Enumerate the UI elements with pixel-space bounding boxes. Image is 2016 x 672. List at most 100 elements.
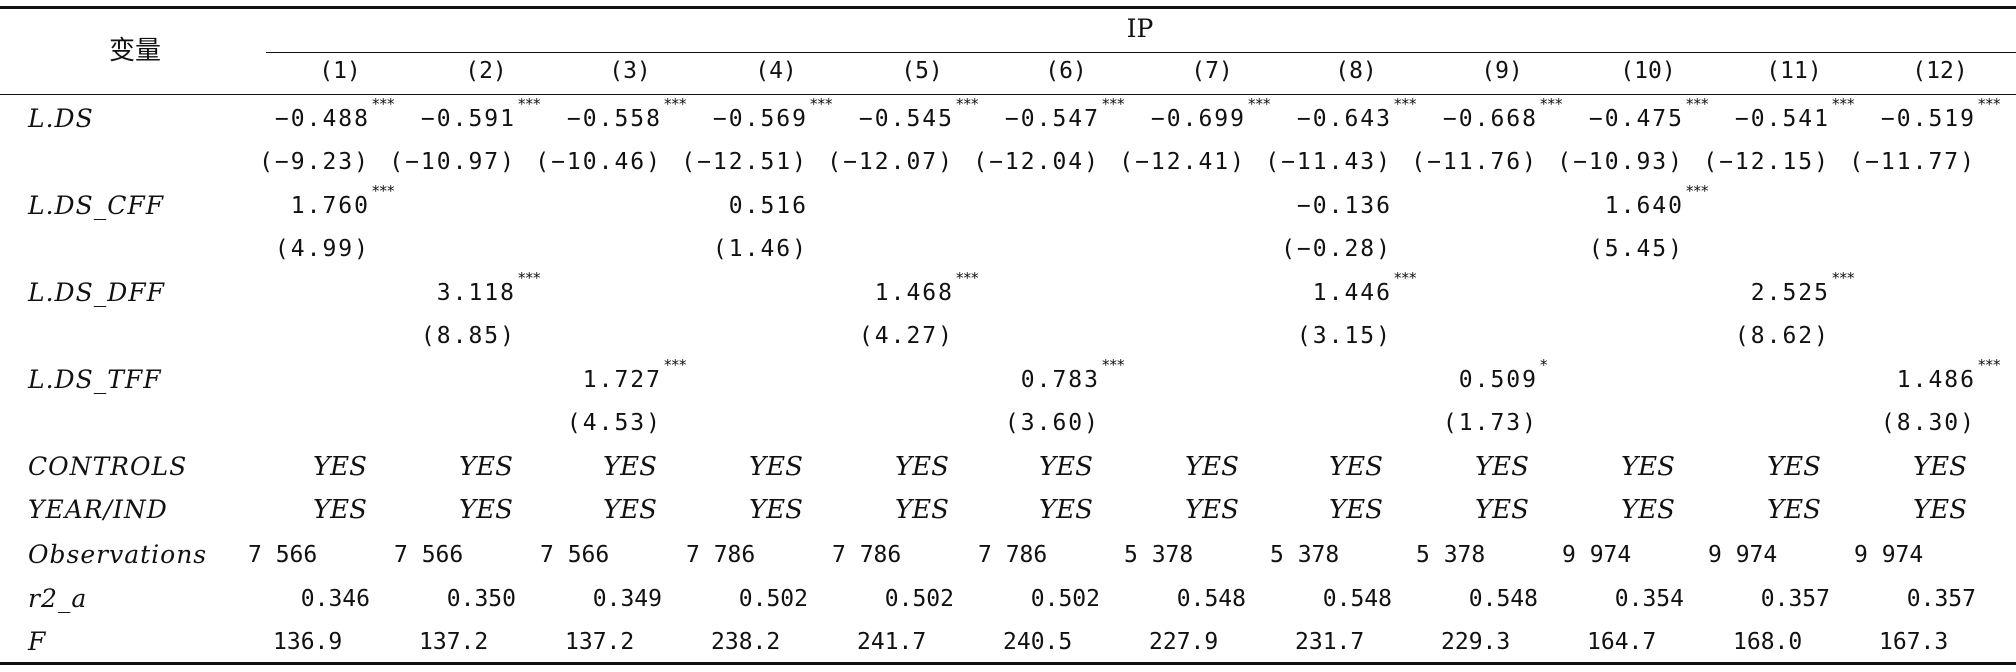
group-rule [266, 52, 2016, 53]
t-stat-value: (−10.97) [389, 149, 516, 175]
coef-value: −0.547 [1004, 106, 1100, 132]
coef-cell: 3.118 *** [436, 269, 541, 313]
t-stat-value: (5.45) [1588, 236, 1684, 262]
column-header: (5) [901, 58, 943, 84]
t-stat-value: (−11.43) [1265, 149, 1392, 175]
coef-row: L.DS_TFF 1.727 *** 0.783 *** 0.509 * 1.486 *** [0, 356, 2016, 400]
stat-cell: 0.548 [1468, 586, 1538, 612]
t-stat-value: (−12.15) [1703, 149, 1830, 175]
coef-value: 3.118 [436, 280, 516, 306]
t-stat-cell: (−12.41) [1119, 142, 1246, 182]
indicator-cell: YES [603, 495, 657, 525]
stat-cell: 238.2 [711, 629, 781, 655]
t-stat-cell: (−0.28) [1281, 229, 1392, 269]
significance-stars: *** [1978, 356, 2001, 374]
column-header: (4) [755, 58, 797, 84]
indicator-cell: YES [1475, 452, 1529, 482]
t-stat-row: (8.85) (4.27) (3.15) (8.62) [0, 316, 2016, 356]
row-label: F [28, 627, 47, 656]
significance-stars: *** [1394, 269, 1417, 287]
coef-row: L.DS_DFF 3.118 *** 1.468 *** 1.446 *** 2.525 *** [0, 269, 2016, 313]
coef-value: 2.525 [1750, 280, 1830, 306]
stat-row: r2_a 0.346 0.350 0.349 0.502 0.502 0.502 0.548 0… [0, 579, 2016, 619]
t-stat-value: (−10.93) [1557, 149, 1684, 175]
row-label: r2_a [28, 584, 88, 613]
coef-value: 0.783 [1020, 367, 1100, 393]
stat-cell: 0.354 [1614, 586, 1684, 612]
stat-cell: 240.5 [1003, 629, 1073, 655]
column-header: (1) [319, 58, 361, 84]
t-stat-value: (1.46) [712, 236, 808, 262]
coef-value: −0.558 [566, 106, 662, 132]
stat-cell: 137.2 [565, 629, 635, 655]
coef-value: −0.488 [274, 106, 370, 132]
coef-value: −0.643 [1296, 106, 1392, 132]
column-header: (11) [1766, 58, 1822, 84]
coef-value: −0.541 [1734, 106, 1830, 132]
t-stat-cell: (4.99) [275, 229, 370, 269]
coef-value: 1.486 [1896, 367, 1976, 393]
column-header: (8) [1335, 58, 1377, 84]
coef-cell: −0.643 *** [1296, 95, 1417, 139]
coef-cell: −0.475 *** [1589, 95, 1709, 139]
t-stat-row: (4.99) (1.46) (−0.28) (5.45) [0, 229, 2016, 269]
coef-value: 1.640 [1604, 193, 1684, 219]
header-rule [0, 94, 2016, 95]
observations-cell: 7 566 [248, 542, 318, 568]
stat-cell: 0.357 [1906, 586, 1976, 612]
t-stat-cell: (5.45) [1589, 229, 1684, 269]
t-stat-value: (3.60) [1004, 410, 1100, 436]
indicator-cell: YES [313, 452, 367, 482]
t-stat-value: (−12.07) [827, 149, 954, 175]
t-stat-row: (4.53) (3.60) (1.73) (8.30) [0, 403, 2016, 443]
indicator-cell: YES [1621, 452, 1675, 482]
stat-cell: 0.548 [1176, 586, 1246, 612]
t-stat-cell: (−10.93) [1557, 142, 1684, 182]
coef-cell: −0.488 *** [274, 95, 395, 139]
observations-cell: 5 378 [1416, 542, 1486, 568]
coef-value: 1.446 [1312, 280, 1392, 306]
observations-cell: 9 974 [1708, 542, 1778, 568]
indicator-row: CONTROLS YES YES YES YES YES YES YES YES YES YES YE… [0, 447, 2016, 487]
significance-stars: *** [1978, 95, 2001, 113]
significance-stars: *** [664, 356, 687, 374]
significance-stars: *** [1686, 95, 1709, 113]
coef-value: −0.136 [1296, 193, 1392, 219]
coef-value: −0.668 [1442, 106, 1538, 132]
coef-cell: 1.640 *** [1604, 182, 1709, 226]
t-stat-cell: (−12.07) [827, 142, 954, 182]
observations-cell: 5 378 [1124, 542, 1194, 568]
coef-cell: 0.516 [729, 186, 808, 226]
stat-cell: 0.548 [1322, 586, 1392, 612]
t-stat-cell: (−11.76) [1411, 142, 1538, 182]
coef-cell: −0.519 *** [1880, 95, 2001, 139]
row-label: L.DS [28, 104, 94, 133]
indicator-cell: YES [1329, 495, 1383, 525]
significance-stars: *** [1394, 95, 1417, 113]
t-stat-cell: (−12.04) [973, 142, 1100, 182]
coef-value: 1.727 [582, 367, 662, 393]
indicator-cell: YES [1621, 495, 1675, 525]
indicator-cell: YES [749, 495, 803, 525]
observations-cell: 7 786 [978, 542, 1048, 568]
coef-cell: −0.668 *** [1442, 95, 1563, 139]
observations-cell: 9 974 [1854, 542, 1924, 568]
significance-stars: *** [372, 182, 395, 200]
coef-cell: 1.446 *** [1312, 269, 1417, 313]
indicator-cell: YES [1767, 452, 1821, 482]
coef-value: −0.569 [712, 106, 808, 132]
stat-cell: 0.502 [884, 586, 954, 612]
t-stat-value: (−11.77) [1849, 149, 1976, 175]
coef-value: −0.545 [858, 106, 954, 132]
indicator-cell: YES [895, 452, 949, 482]
coef-value: −0.519 [1880, 106, 1976, 132]
t-stat-cell: (−11.77) [1849, 142, 1976, 182]
coef-row: L.DS −0.488 *** −0.591 *** −0.558 *** −0.569 ***… [0, 95, 2016, 139]
indicator-cell: YES [1767, 495, 1821, 525]
indicator-cell: YES [1185, 495, 1239, 525]
stat-cell: 229.3 [1441, 629, 1511, 655]
row-label: L.DS_CFF [28, 191, 165, 220]
coef-value: 0.516 [728, 193, 808, 219]
column-header: (6) [1045, 58, 1087, 84]
